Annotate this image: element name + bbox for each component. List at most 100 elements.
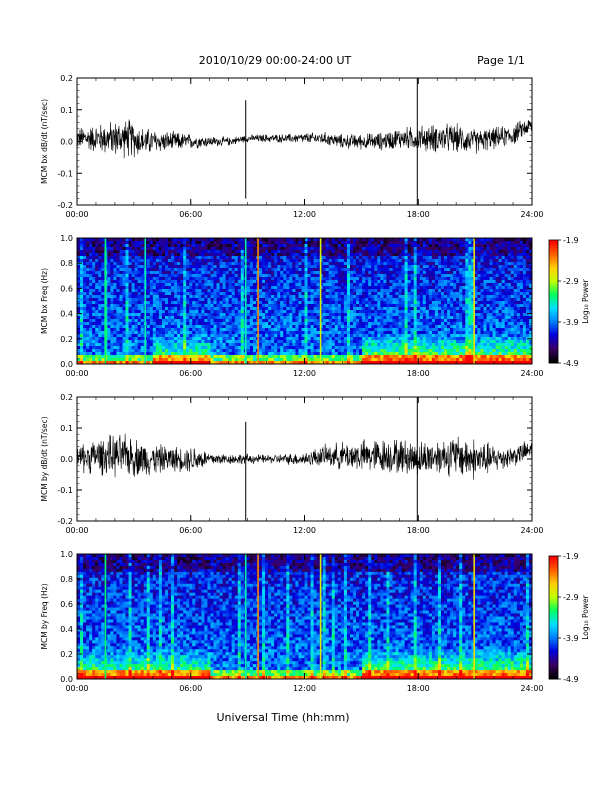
spectrogram-cell (213, 286, 217, 290)
spectrogram-cell (240, 325, 245, 329)
spectrogram-cell (161, 337, 166, 341)
spectrogram-cell (313, 268, 318, 272)
spectrogram-cell (404, 247, 409, 251)
spectrogram-cell (356, 298, 360, 302)
spectrogram-cell (234, 361, 239, 365)
spectrogram-cell (401, 349, 405, 353)
spectrogram-cell (322, 274, 327, 278)
spectrogram-cell (286, 355, 290, 359)
spectrogram-cell (340, 337, 345, 341)
spectrogram-cell (362, 334, 366, 338)
spectrogram-cell (377, 328, 381, 332)
spectrogram-cell (374, 265, 378, 269)
spectrogram-cell (234, 262, 239, 266)
spectrogram-cell (171, 259, 175, 263)
spectrogram-cell (289, 346, 293, 350)
spectrogram-cell (204, 346, 208, 350)
spectrogram-cell (174, 286, 178, 290)
spectrogram-cell (322, 334, 327, 338)
spectrogram-cell (289, 328, 293, 332)
spectrogram-cell (395, 346, 399, 350)
spectrogram-cell (386, 298, 390, 302)
spectrogram-cell (259, 295, 263, 299)
spectrogram-cell (386, 253, 390, 257)
spectrogram-cell (419, 334, 424, 338)
spectrogram-cell (95, 259, 99, 263)
spectrogram-cell (416, 286, 421, 290)
spectrogram-cell (252, 337, 257, 341)
spectrogram-cell (410, 316, 415, 320)
spectrogram-cell (350, 301, 354, 305)
spectrogram-cell (316, 253, 321, 257)
spectrogram-cell (392, 259, 396, 263)
spectrogram-cell (280, 289, 284, 293)
spectrogram-cell (228, 307, 233, 311)
spectrogram-cell (368, 244, 372, 248)
spectrogram-cell (371, 340, 375, 344)
spectrogram-cell (164, 349, 169, 353)
spectrogram-cell (271, 277, 275, 281)
spectrogram-cell (222, 337, 227, 341)
spectrogram-cell (265, 346, 269, 350)
spectrogram-cell (140, 280, 145, 284)
spectrogram-cell (386, 247, 390, 251)
waveform-trace (76, 119, 533, 159)
spectrogram-cell (365, 325, 369, 329)
spectrogram-cell (359, 238, 363, 242)
spectrogram-cell (334, 301, 339, 305)
spectrogram-cell (168, 334, 172, 338)
spectrogram-cell (171, 304, 175, 308)
spectrogram-cell (234, 283, 239, 287)
spectrogram-cell (413, 331, 418, 335)
spectrogram-cell (346, 310, 351, 314)
spectrogram-cell (316, 319, 321, 323)
spectrogram-cell (301, 241, 305, 245)
spectrogram-cell (398, 346, 402, 350)
spectrogram-cell (295, 262, 299, 266)
spectrogram-cell (128, 250, 132, 254)
spectrogram-cell (116, 280, 120, 284)
spectrogram-cell (383, 334, 387, 338)
spectrogram-cell (107, 292, 111, 296)
spectrogram-cell (368, 256, 372, 260)
spectrogram-cell (404, 313, 409, 317)
spectrogram-cell (174, 274, 178, 278)
spectrogram-cell (368, 283, 372, 287)
spectrogram-cell (186, 256, 190, 260)
spectrogram-cell (158, 280, 163, 284)
spectrogram-cell (174, 325, 178, 329)
spectrogram-cell (180, 337, 184, 341)
spectrogram-cell (292, 277, 296, 281)
spectrogram-cell (146, 358, 151, 362)
spectrogram-cell (183, 352, 187, 356)
spectrogram-cell (216, 358, 220, 362)
spectrogram-cell (340, 358, 345, 362)
spectrogram-cell (92, 328, 96, 332)
spectrogram-cell (177, 256, 181, 260)
spectrogram-cell (95, 271, 99, 275)
spectrogram-cell (110, 256, 114, 260)
spectrogram-cell (401, 259, 405, 263)
spectrogram-cell (359, 298, 363, 302)
spectrogram-cell (325, 289, 330, 293)
spectrogram-cell (180, 352, 184, 356)
spectrogram-cell (216, 322, 220, 326)
spectrogram-cell (107, 331, 111, 335)
spectrogram-cell (131, 247, 136, 251)
spectrogram-cell (183, 262, 187, 266)
spectrogram-cell (337, 241, 342, 245)
spectrogram-cell (404, 358, 409, 362)
spectrogram-cell (171, 295, 175, 299)
spectrogram-cell (310, 298, 314, 302)
spectrogram-cell (371, 331, 375, 335)
spectrogram-cell (89, 358, 93, 362)
spectrogram-cell (395, 325, 399, 329)
spectrogram-cell (210, 247, 214, 251)
spectrogram-cell (98, 340, 102, 344)
spectrogram-cell (189, 256, 193, 260)
spectrogram-cell (110, 316, 114, 320)
spectrogram-cell (158, 241, 163, 245)
spectrogram-cell (343, 301, 348, 305)
spectrogram-cell (392, 322, 396, 326)
spectrogram-cell (192, 349, 196, 353)
